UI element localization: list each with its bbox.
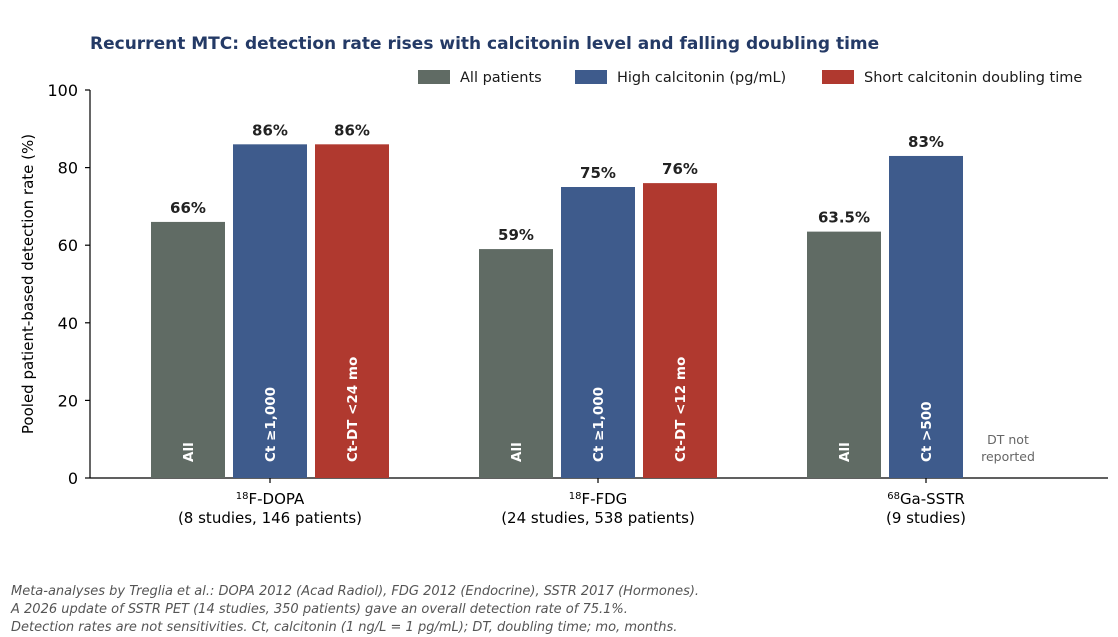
bar-value-label: 86% [334, 121, 370, 139]
y-tick-label: 40 [58, 314, 78, 333]
missing-data-note: reported [981, 449, 1035, 464]
bar-inner-label: Ct >500 [919, 401, 935, 462]
y-tick-label: 80 [58, 159, 78, 178]
bar-inner-label: Ct ≥1,000 [263, 387, 279, 462]
bar-inner-label: All [181, 442, 197, 462]
legend-swatch [418, 70, 450, 84]
bar [561, 187, 635, 478]
x-tick-label: 68Ga-SSTR [887, 490, 965, 508]
y-tick-label: 100 [47, 81, 78, 100]
bar [233, 144, 307, 478]
bar [643, 183, 717, 478]
x-tick-sublabel: (8 studies, 146 patients) [178, 509, 362, 527]
y-tick-label: 60 [58, 236, 78, 255]
bar [889, 155, 963, 478]
bar [807, 231, 881, 478]
bar-value-label: 66% [170, 199, 206, 217]
bar-value-label: 75% [580, 164, 616, 182]
bar-inner-label: All [509, 442, 525, 462]
legend-label: Short calcitonin doubling time [864, 70, 1082, 86]
chart-title: Recurrent MTC: detection rate rises with… [90, 34, 879, 54]
bar-inner-label: Ct-DT <24 mo [345, 357, 361, 462]
bar-inner-label: Ct-DT <12 mo [673, 357, 689, 462]
bar [315, 144, 389, 478]
bar-value-label: 63.5% [818, 209, 870, 227]
missing-data-note: DT not [987, 432, 1029, 447]
y-axis-label: Pooled patient-based detection rate (%) [19, 134, 37, 434]
y-tick-label: 20 [58, 391, 78, 410]
bar [151, 221, 225, 479]
legend: All patients High calcitonin (pg/mL) Short… [418, 70, 1082, 86]
x-tick-label: 18F-FDG [569, 490, 628, 508]
bar-value-label: 76% [662, 160, 698, 178]
legend-swatch [575, 70, 607, 84]
bars: 66% All 86% Ct ≥1,000 86% Ct-DT <24 mo 59% All 7… [151, 121, 1035, 479]
y-tick-label: 0 [68, 469, 78, 488]
legend-label: High calcitonin (pg/mL) [617, 70, 786, 86]
bar-value-label: 83% [908, 133, 944, 151]
x-tick-label: 18F-DOPA [236, 490, 305, 508]
footnote-2: A 2026 update of SSTR PET (14 studies, 3… [11, 602, 628, 617]
bar-value-label: 86% [252, 121, 288, 139]
footnote-3: Detection rates are not sensitivities. C… [11, 620, 678, 635]
bar [479, 249, 553, 478]
footnote-1: Meta-analyses by Treglia et al.: DOPA 20… [11, 584, 700, 599]
chart: Recurrent MTC: detection rate rises with… [19, 34, 1108, 527]
axes: 0 20 40 60 80 100 18F-DOPA(8 studies, 146 pati… [47, 81, 1108, 527]
bar-inner-label: Ct ≥1,000 [591, 387, 607, 462]
legend-label: All patients [460, 70, 542, 86]
x-tick-sublabel: (24 studies, 538 patients) [501, 509, 695, 527]
bar-value-label: 59% [498, 226, 534, 244]
bar-inner-label: All [837, 442, 853, 462]
x-tick-sublabel: (9 studies) [886, 509, 966, 527]
legend-swatch [822, 70, 854, 84]
